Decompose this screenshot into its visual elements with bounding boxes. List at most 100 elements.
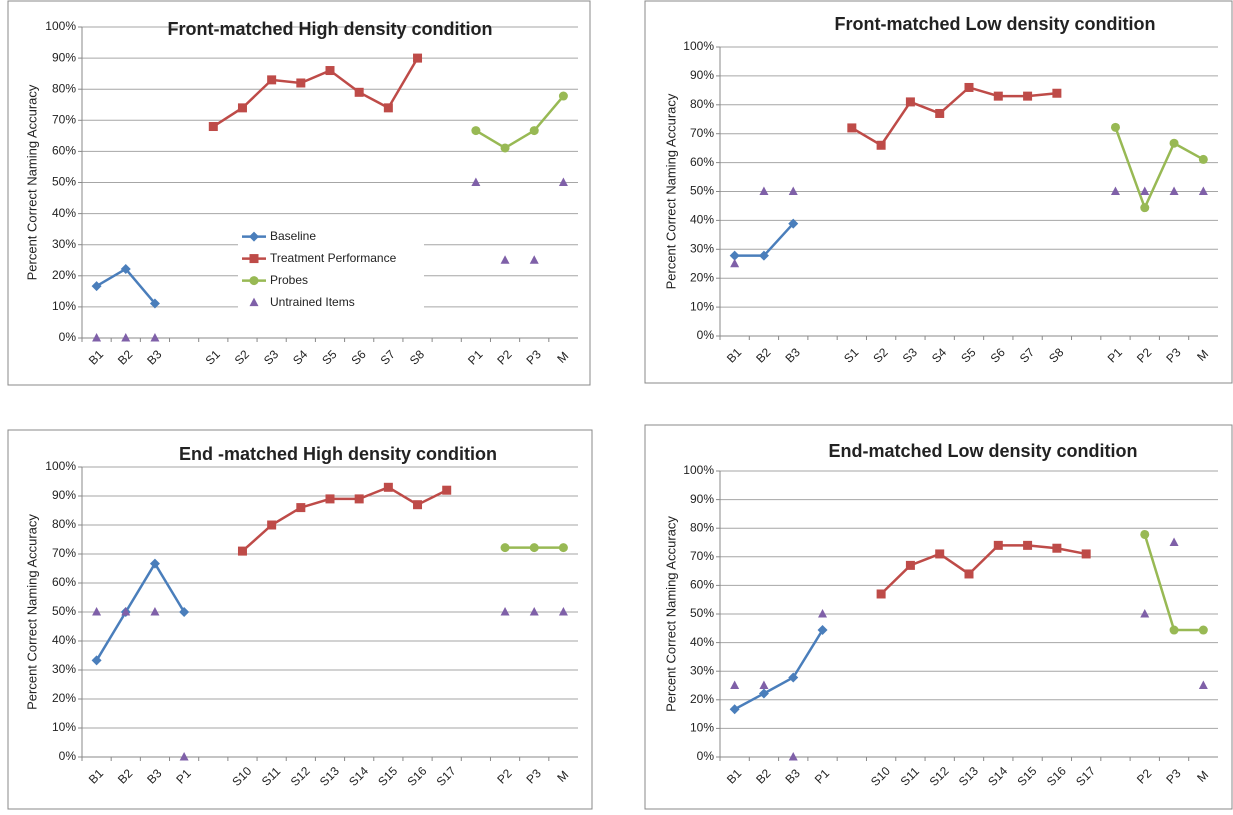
marker bbox=[237, 103, 247, 113]
marker bbox=[529, 255, 539, 264]
marker bbox=[296, 78, 306, 88]
y-tick-label: 70% bbox=[52, 546, 76, 560]
y-tick-label: 30% bbox=[52, 237, 76, 251]
marker bbox=[471, 126, 481, 136]
y-tick-label: 60% bbox=[690, 155, 714, 169]
marker bbox=[558, 543, 568, 553]
marker bbox=[1052, 88, 1062, 98]
marker bbox=[935, 549, 945, 559]
y-tick-label: 90% bbox=[690, 492, 714, 506]
y-tick-label: 70% bbox=[52, 112, 76, 126]
marker bbox=[92, 333, 102, 342]
chart-panel: 0%10%20%30%40%50%60%70%80%90%100%B1 B2 B3 S… bbox=[644, 0, 1233, 384]
y-tick-label: 40% bbox=[52, 206, 76, 220]
marker bbox=[208, 122, 218, 132]
marker bbox=[1169, 138, 1179, 148]
marker bbox=[759, 186, 769, 195]
series-line bbox=[880, 544, 1087, 595]
marker bbox=[876, 589, 886, 599]
series-line bbox=[1114, 126, 1204, 211]
marker bbox=[817, 625, 828, 636]
marker bbox=[500, 607, 510, 616]
chart-panel: 0%10%20%30%40%50%60%70%80%90%100%B1 B2 B3 P… bbox=[644, 424, 1233, 810]
marker bbox=[993, 91, 1003, 101]
marker bbox=[964, 82, 974, 92]
y-tick-label: 30% bbox=[690, 241, 714, 255]
y-tick-label: 60% bbox=[52, 144, 76, 158]
y-axis-label: Percent Correct Naming Accuracy bbox=[24, 84, 39, 280]
marker bbox=[249, 297, 259, 307]
y-tick-label: 100% bbox=[683, 39, 714, 53]
marker bbox=[1198, 154, 1208, 164]
series-line bbox=[851, 86, 1058, 147]
y-tick-label: 0% bbox=[59, 330, 77, 344]
marker bbox=[558, 91, 568, 101]
marker bbox=[1169, 186, 1179, 195]
marker bbox=[413, 53, 423, 63]
marker bbox=[179, 752, 189, 761]
y-tick-label: 10% bbox=[52, 720, 76, 734]
series-line bbox=[212, 57, 419, 128]
legend-label: Baseline bbox=[270, 229, 316, 243]
marker bbox=[150, 333, 160, 342]
marker bbox=[267, 75, 277, 85]
marker bbox=[383, 482, 393, 492]
chart-title: End-matched Low density condition bbox=[828, 441, 1137, 461]
marker bbox=[1198, 186, 1208, 195]
y-axis-label: Percent Correct Naming Accuracy bbox=[663, 516, 678, 712]
series-line bbox=[95, 561, 186, 662]
marker bbox=[149, 558, 160, 569]
y-tick-label: 50% bbox=[690, 184, 714, 198]
marker bbox=[249, 254, 259, 264]
y-tick-label: 60% bbox=[690, 578, 714, 592]
marker bbox=[1140, 203, 1150, 213]
y-tick-label: 20% bbox=[52, 691, 76, 705]
y-tick-label: 0% bbox=[697, 749, 715, 763]
y-tick-label: 30% bbox=[690, 663, 714, 677]
marker bbox=[993, 540, 1003, 550]
y-tick-label: 10% bbox=[690, 721, 714, 735]
marker bbox=[442, 485, 452, 495]
marker bbox=[1169, 537, 1179, 546]
marker bbox=[325, 66, 335, 76]
y-tick-label: 20% bbox=[52, 268, 76, 282]
marker bbox=[325, 494, 335, 504]
marker bbox=[876, 140, 886, 150]
y-tick-label: 80% bbox=[690, 97, 714, 111]
y-axis-label: Percent Correct Naming Accuracy bbox=[24, 514, 39, 710]
y-tick-label: 40% bbox=[690, 635, 714, 649]
marker bbox=[471, 177, 481, 186]
legend-box bbox=[238, 222, 424, 317]
marker bbox=[1140, 186, 1150, 195]
y-axis-label: Percent Correct Naming Accuracy bbox=[663, 93, 678, 289]
marker bbox=[267, 520, 277, 530]
marker bbox=[179, 607, 190, 617]
chart-border bbox=[644, 424, 1233, 810]
marker bbox=[1110, 186, 1120, 195]
marker bbox=[788, 672, 799, 683]
marker bbox=[758, 250, 769, 261]
y-tick-label: 70% bbox=[690, 126, 714, 140]
y-tick-label: 0% bbox=[59, 749, 77, 763]
legend-label: Untrained Items bbox=[270, 295, 355, 309]
y-tick-label: 50% bbox=[690, 606, 714, 620]
marker bbox=[1023, 91, 1033, 101]
y-tick-label: 80% bbox=[52, 517, 76, 531]
marker bbox=[296, 503, 306, 513]
marker bbox=[1052, 543, 1062, 553]
marker bbox=[788, 218, 799, 229]
marker bbox=[150, 607, 160, 616]
y-tick-label: 50% bbox=[52, 175, 76, 189]
marker bbox=[354, 494, 364, 504]
y-tick-label: 90% bbox=[690, 68, 714, 82]
marker bbox=[120, 263, 131, 274]
y-tick-label: 60% bbox=[52, 575, 76, 589]
marker bbox=[500, 255, 510, 264]
chart-border bbox=[7, 0, 591, 386]
chart-panel: 0%10%20%30%40%50%60%70%80%90%100%B1 B2 B3 P… bbox=[7, 429, 593, 810]
y-tick-label: 100% bbox=[45, 19, 76, 33]
y-tick-label: 40% bbox=[52, 633, 76, 647]
marker bbox=[1198, 625, 1208, 635]
marker bbox=[91, 281, 102, 292]
